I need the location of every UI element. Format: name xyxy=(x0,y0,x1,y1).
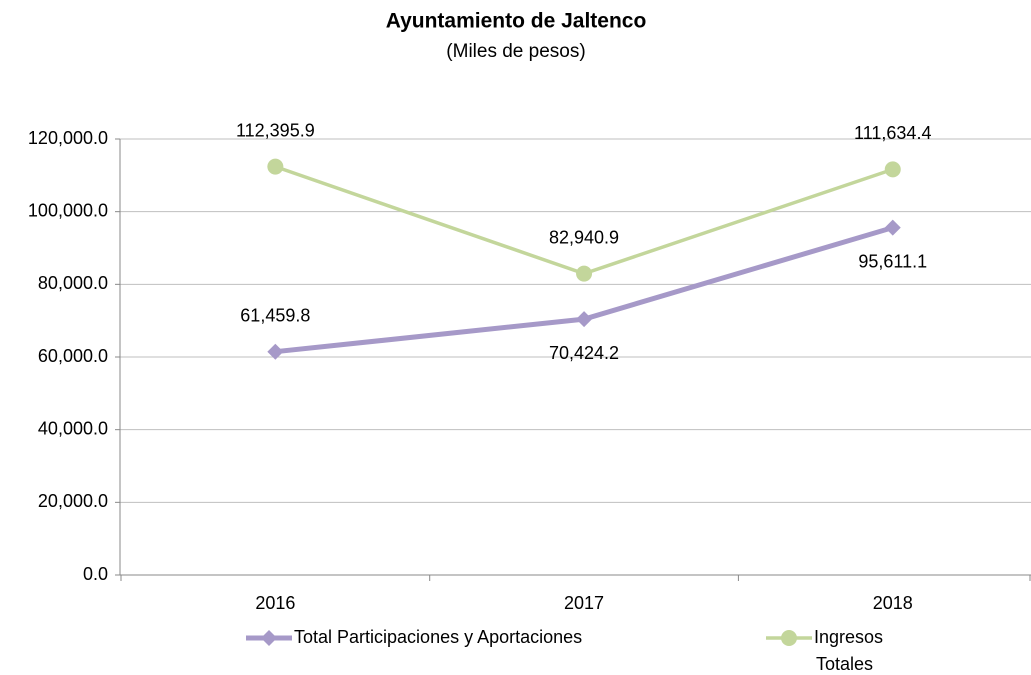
data-label: 95,611.1 xyxy=(858,251,927,271)
marker xyxy=(576,311,593,328)
data-label: 61,459.8 xyxy=(240,305,310,325)
marker xyxy=(884,161,901,178)
chart-title: Ayuntamiento de Jaltenco xyxy=(386,10,647,33)
y-tick-label: 60,000.0 xyxy=(38,346,108,366)
legend-label: Total Participaciones y Aportaciones xyxy=(294,627,582,647)
y-tick-label: 120,000.0 xyxy=(28,128,108,148)
marker xyxy=(781,630,797,646)
marker xyxy=(267,343,284,360)
x-tick-label: 2018 xyxy=(873,593,913,613)
marker xyxy=(261,630,277,646)
data-label: 70,424.2 xyxy=(549,343,619,363)
legend-label: Ingresos Totales xyxy=(814,627,883,674)
marker xyxy=(267,158,284,175)
y-tick-label: 0.0 xyxy=(83,564,108,584)
y-tick-label: 80,000.0 xyxy=(38,273,108,293)
data-label: 82,940.9 xyxy=(549,227,619,247)
y-tick-label: 100,000.0 xyxy=(28,200,108,220)
x-tick-label: 2016 xyxy=(255,593,295,613)
marker xyxy=(884,219,901,236)
y-tick-label: 40,000.0 xyxy=(38,418,108,438)
marker xyxy=(576,265,593,282)
x-tick-label: 2017 xyxy=(564,593,604,613)
chart-subtitle: (Miles de pesos) xyxy=(446,41,585,62)
data-label: 111,634.4 xyxy=(854,123,931,143)
data-label: 112,395.9 xyxy=(236,120,315,140)
y-tick-label: 20,000.0 xyxy=(38,491,108,511)
